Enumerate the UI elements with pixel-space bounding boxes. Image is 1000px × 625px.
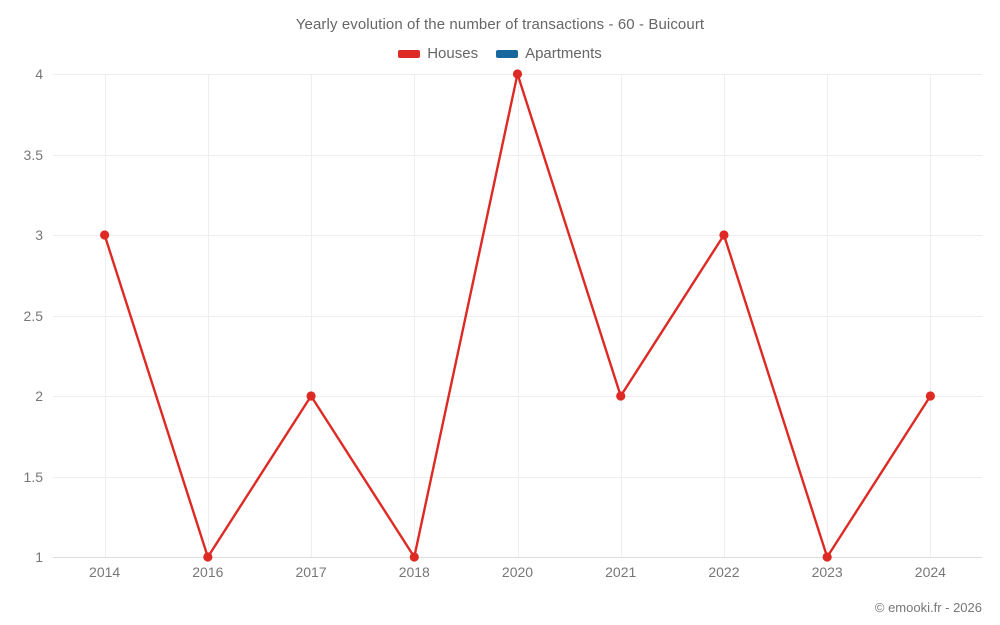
gridline-vertical	[517, 74, 519, 557]
y-tick-label: 3	[35, 227, 43, 243]
gridline-vertical	[723, 74, 725, 557]
gridline-vertical	[620, 74, 622, 557]
x-tick-label: 2020	[501, 564, 534, 580]
gridline-vertical	[104, 74, 106, 557]
y-tick-label: 2	[35, 388, 43, 404]
x-tick-label: 2022	[708, 564, 740, 580]
chart-credit: © emooki.fr - 2026	[874, 600, 982, 615]
y-tick-label: 1	[35, 549, 43, 565]
x-tick-label: 2014	[89, 564, 121, 580]
x-axis-line	[53, 557, 982, 558]
legend-label-apartments: Apartments	[525, 45, 602, 62]
plot-area	[53, 74, 982, 558]
gridline-vertical	[311, 74, 313, 557]
x-tick-label: 2024	[914, 564, 946, 580]
chart-legend: Houses Apartments	[0, 45, 1000, 62]
y-tick-label: 4	[35, 66, 43, 82]
x-tick-label: 2017	[295, 564, 327, 580]
chart-title: Yearly evolution of the number of transa…	[295, 16, 705, 33]
x-tick-label: 2016	[192, 564, 224, 580]
x-tick-label: 2018	[398, 564, 430, 580]
y-tick-label: 2.5	[23, 307, 43, 324]
legend-swatch-houses-icon	[398, 49, 421, 58]
gridline-vertical	[414, 74, 416, 557]
legend-swatch-apartments-icon	[496, 49, 519, 58]
y-tick-label: 1.5	[23, 468, 43, 485]
x-tick-label: 2021	[605, 564, 637, 580]
y-tick-label: 3.5	[23, 146, 43, 163]
legend-label-houses: Houses	[427, 45, 479, 62]
legend-item-houses[interactable]: Houses	[398, 45, 478, 62]
gridline-vertical	[827, 74, 829, 557]
gridline-vertical	[207, 74, 209, 557]
gridline-vertical	[930, 74, 932, 557]
x-tick-label: 2023	[811, 564, 843, 580]
legend-item-apartments[interactable]: Apartments	[496, 45, 602, 62]
